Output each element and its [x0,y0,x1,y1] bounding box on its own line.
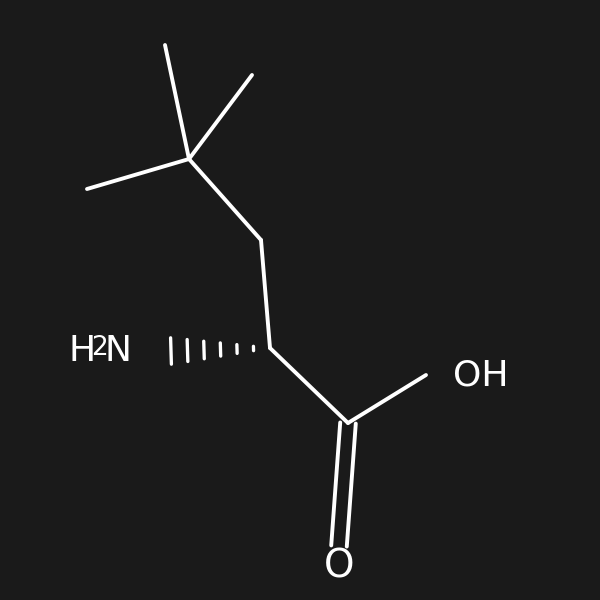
Text: H: H [69,334,96,368]
Text: N: N [105,334,132,368]
Text: OH: OH [453,358,509,392]
Text: 2: 2 [91,335,108,361]
Text: O: O [324,548,354,586]
